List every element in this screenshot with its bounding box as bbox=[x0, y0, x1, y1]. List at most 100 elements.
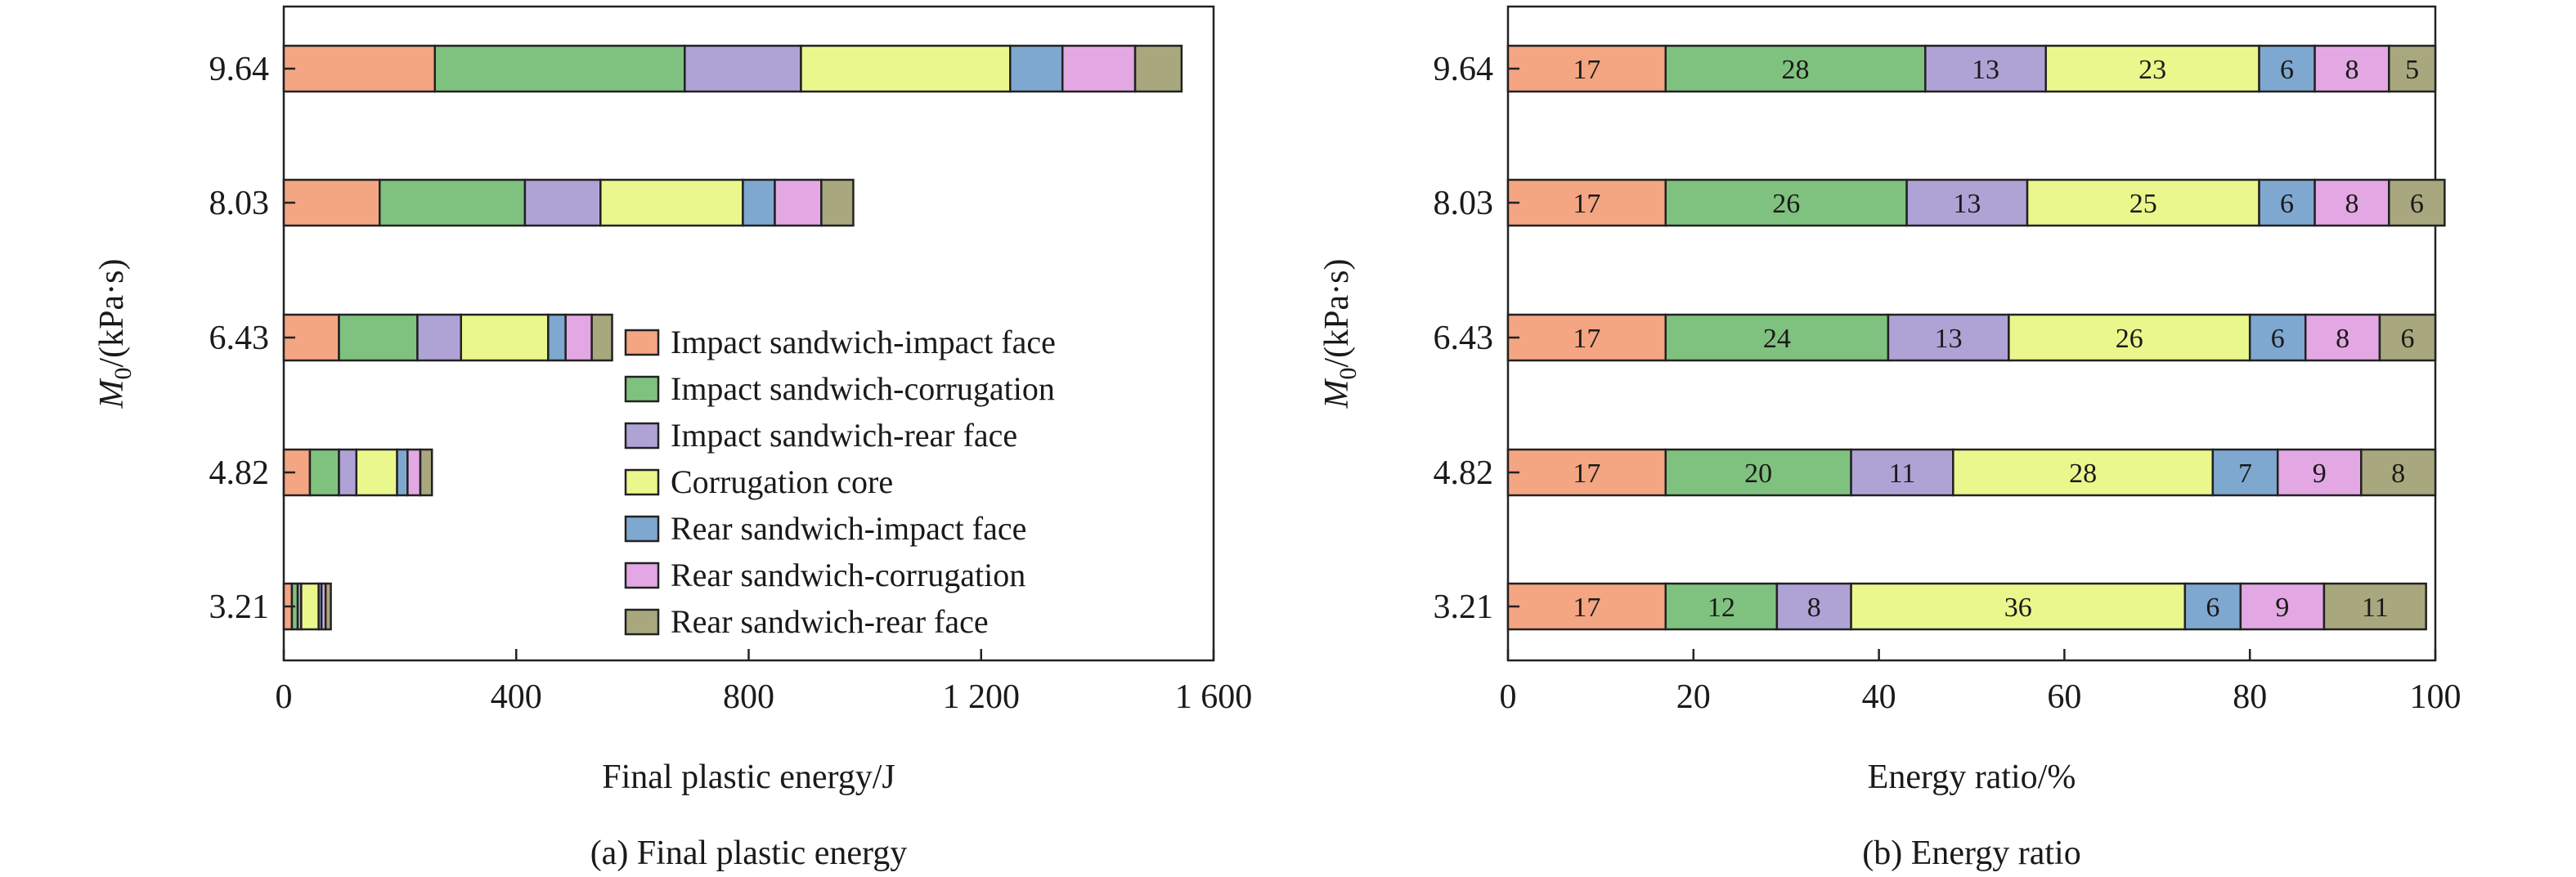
data-label: 6 bbox=[2206, 593, 2219, 623]
bar-segment bbox=[2388, 44, 2437, 93]
x-tick-label: 60 bbox=[2047, 678, 2081, 716]
bar-segment bbox=[2378, 313, 2437, 362]
data-label: 17 bbox=[1573, 593, 1600, 623]
data-label: 6 bbox=[2280, 189, 2294, 219]
bar-segment bbox=[1133, 44, 1183, 93]
data-label: 36 bbox=[2004, 593, 2032, 623]
bar-segment bbox=[379, 178, 527, 227]
data-label: 6 bbox=[2271, 324, 2285, 354]
bar-segment bbox=[308, 448, 340, 497]
data-label: 8 bbox=[2345, 189, 2358, 219]
x-tick-label: 100 bbox=[2410, 678, 2462, 716]
y-tick-label: 4.82 bbox=[1434, 454, 1494, 492]
data-label: 8 bbox=[2336, 324, 2349, 354]
legend-label: Impact sandwich-rear face bbox=[671, 417, 1017, 454]
bar-segment bbox=[1905, 178, 2029, 227]
data-label: 24 bbox=[1763, 324, 1791, 354]
data-label: 6 bbox=[2410, 189, 2424, 219]
y-tick-label: 8.03 bbox=[1434, 185, 1494, 222]
legend-swatch bbox=[624, 468, 660, 496]
bar-segment bbox=[2322, 582, 2427, 631]
bar-segment bbox=[2276, 448, 2363, 497]
bar-segment bbox=[1061, 44, 1137, 93]
data-label: 5 bbox=[2405, 55, 2419, 85]
legend-swatch bbox=[624, 515, 660, 543]
x-tick-label: 1 200 bbox=[943, 678, 1021, 716]
bar-segment bbox=[324, 582, 332, 631]
data-label: 17 bbox=[1573, 55, 1600, 85]
data-label: 26 bbox=[1772, 189, 1800, 219]
bar-segment bbox=[1850, 582, 2187, 631]
legend: Impact sandwich-impact face Impact sandwi… bbox=[624, 324, 1056, 640]
x-axis-title: Final plastic energy/J bbox=[602, 758, 895, 796]
bar-segment bbox=[2388, 178, 2446, 227]
y-axis-ticks: 9.64 8.03 6.43 4.82 3.21 bbox=[209, 51, 295, 626]
x-axis-title: Energy ratio/% bbox=[1868, 758, 2076, 796]
bar-segment bbox=[1664, 448, 1852, 497]
bar-segment bbox=[2008, 313, 2251, 362]
bar-segment bbox=[416, 313, 462, 362]
x-tick-label: 20 bbox=[1676, 678, 1711, 716]
bar-segment bbox=[1506, 448, 1667, 497]
data-label: 6 bbox=[2400, 324, 2414, 354]
data-label: 9 bbox=[2313, 459, 2327, 489]
bar-segment bbox=[2258, 44, 2316, 93]
bar-segment bbox=[396, 448, 409, 497]
data-label: 9 bbox=[2275, 593, 2289, 623]
data-label: 17 bbox=[1573, 459, 1600, 489]
bar-segment bbox=[590, 313, 613, 362]
x-axis-ticks: 0 20 40 60 80 100 bbox=[1500, 649, 2462, 716]
legend-label: Impact sandwich-impact face bbox=[671, 324, 1056, 360]
bar-segment bbox=[406, 448, 422, 497]
data-label: 23 bbox=[2138, 55, 2166, 85]
x-tick-label: 400 bbox=[491, 678, 542, 716]
y-tick-label: 3.21 bbox=[209, 588, 270, 626]
legend-swatch bbox=[624, 375, 660, 403]
y-tick-label: 8.03 bbox=[209, 185, 270, 222]
data-label: 25 bbox=[2129, 189, 2157, 219]
y-axis-unit: /(kPa·s) bbox=[1318, 259, 1356, 368]
legend-swatch bbox=[624, 329, 660, 356]
panel-caption: (b) Energy ratio bbox=[1862, 834, 2080, 872]
data-label: 11 bbox=[2362, 593, 2389, 623]
y-axis-symbol: M bbox=[1318, 378, 1356, 409]
data-label: 28 bbox=[2069, 459, 2097, 489]
bar-segment bbox=[2360, 448, 2437, 497]
y-tick-label: 6.43 bbox=[209, 320, 270, 357]
bar-segment bbox=[433, 44, 686, 93]
legend-swatch bbox=[624, 608, 660, 636]
data-label: 20 bbox=[1744, 459, 1772, 489]
bar-segment bbox=[282, 44, 437, 93]
bar-segment bbox=[599, 178, 744, 227]
data-label: 8 bbox=[2391, 459, 2405, 489]
bar-segment bbox=[355, 448, 398, 497]
bar-segment bbox=[1664, 178, 1908, 227]
bar-segment bbox=[800, 44, 1012, 93]
x-tick-label: 0 bbox=[1500, 678, 1517, 716]
bar-segment bbox=[1664, 582, 1779, 631]
legend-label: Impact sandwich-corrugation bbox=[671, 370, 1055, 407]
panel-final-plastic-energy: 0 400 800 1 200 1 600 9.64 8.03 6.43 4.82 3.21 I… bbox=[93, 5, 1252, 872]
legend-label: Rear sandwich-corrugation bbox=[671, 557, 1025, 593]
bar-segment bbox=[338, 448, 358, 497]
bar-segment bbox=[300, 582, 320, 631]
data-label: 6 bbox=[2280, 55, 2294, 85]
data-label: 13 bbox=[1972, 55, 1999, 85]
x-tick-label: 0 bbox=[276, 678, 293, 716]
bar-segment bbox=[1850, 448, 1954, 497]
y-tick-label: 3.21 bbox=[1434, 588, 1494, 626]
data-label: 26 bbox=[2116, 324, 2143, 354]
bar-segment bbox=[547, 313, 567, 362]
bar-segment bbox=[564, 313, 593, 362]
bar-segment bbox=[820, 178, 855, 227]
legend-label: Rear sandwich-rear face bbox=[671, 603, 989, 640]
data-label: 11 bbox=[1889, 459, 1916, 489]
bar-segment bbox=[774, 178, 823, 227]
legend-label: Corrugation core bbox=[671, 463, 893, 500]
bar-segment bbox=[338, 313, 419, 362]
bar-segment bbox=[742, 178, 776, 227]
y-tick-label: 6.43 bbox=[1434, 320, 1494, 357]
bar-segment bbox=[282, 178, 381, 227]
data-label: 28 bbox=[1782, 55, 1810, 85]
